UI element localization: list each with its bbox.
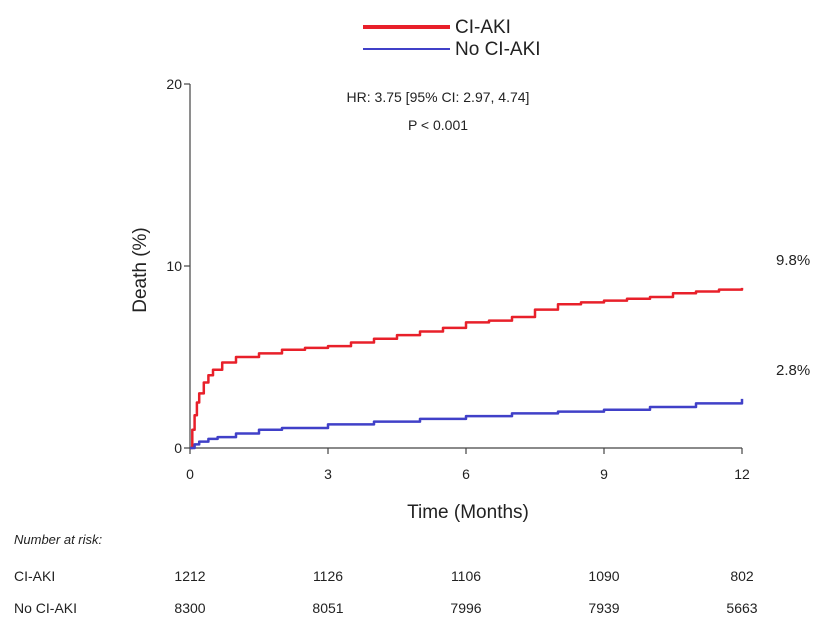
risk-table: Number at risk: CI-AKI No CI-AKI 1212 112… [14,532,758,616]
x-axis-label: Time (Months) [407,502,529,523]
y-axis-label: Death (%) [130,227,151,313]
x-tick-label: 6 [462,466,470,482]
risk-value: 1126 [313,568,343,584]
end-label-no-ci-aki: 2.8% [776,362,810,379]
y-tick-label: 20 [166,76,182,92]
risk-value: 1212 [174,568,205,584]
x-tick-label: 9 [600,466,608,482]
risk-value: 7996 [450,600,481,616]
x-ticks: 0 3 6 9 12 [186,448,750,482]
hr-annotation: HR: 3.75 [95% CI: 2.97, 4.74] [347,89,530,105]
legend-label-ci-aki: CI-AKI [455,17,511,38]
risk-value: 1090 [588,568,619,584]
x-tick-label: 12 [734,466,750,482]
series-line-no-ci-aki [190,398,744,450]
end-label-ci-aki: 9.8% [776,252,810,269]
risk-row-label-no-ci-aki: No CI-AKI [14,600,77,616]
risk-value: 7939 [588,600,619,616]
risk-value: 5663 [726,600,757,616]
p-value-annotation: P < 0.001 [408,117,468,133]
series-layer [190,287,744,450]
risk-row-label-ci-aki: CI-AKI [14,568,55,584]
risk-values: 1212 1126 1106 1090 802 8300 8051 7996 7939 5663 [174,568,757,616]
y-tick-label: 0 [174,440,182,456]
y-tick-label: 10 [166,258,182,274]
risk-value: 802 [730,568,754,584]
legend: CI-AKI No CI-AKI [363,17,541,60]
series-line-ci-aki [190,287,744,450]
x-tick-label: 0 [186,466,194,482]
y-ticks: 0 10 20 [166,76,190,456]
risk-value: 1106 [451,568,481,584]
legend-label-no-ci-aki: No CI-AKI [455,39,541,60]
x-tick-label: 3 [324,466,332,482]
risk-value: 8300 [174,600,205,616]
risk-table-title: Number at risk: [14,532,103,547]
risk-value: 8051 [312,600,343,616]
